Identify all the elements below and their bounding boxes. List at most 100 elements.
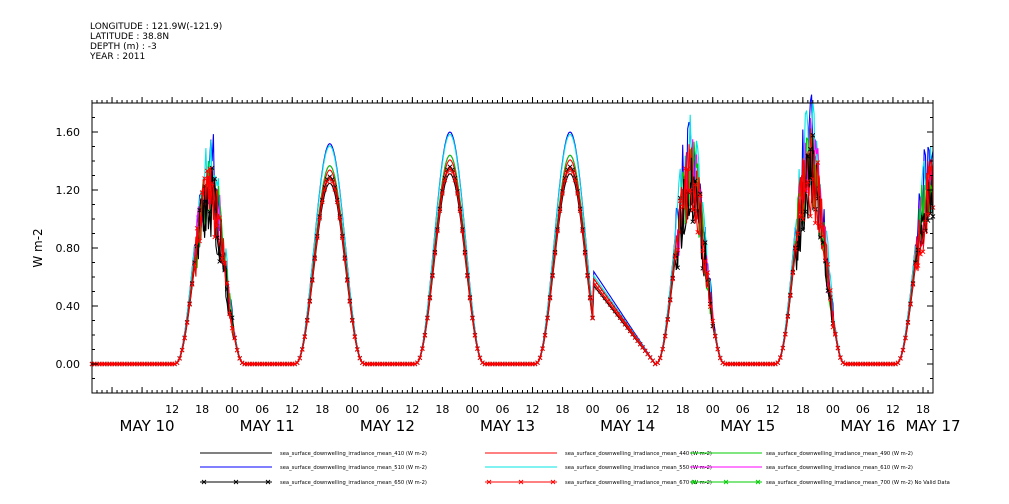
series-marker-670 xyxy=(692,182,698,187)
series-marker-650 xyxy=(808,146,813,152)
series-marker-670 xyxy=(339,235,345,241)
series-marker-650 xyxy=(197,207,202,213)
y-tick-label: 1.20 xyxy=(56,184,81,197)
series-marker-670 xyxy=(187,302,192,307)
series-marker-670 xyxy=(637,341,643,347)
series-marker-670 xyxy=(435,228,440,234)
series-marker-670 xyxy=(913,261,918,267)
series-marker-650 xyxy=(207,209,212,215)
series-marker-670 xyxy=(590,316,595,321)
series-marker-670 xyxy=(217,215,222,220)
series-marker-670 xyxy=(229,325,235,331)
y-tick-label: 0.40 xyxy=(56,300,81,313)
day-label: MAY 13 xyxy=(480,417,535,435)
x-tick-label: 18 xyxy=(556,403,570,416)
x-tick-label: 06 xyxy=(856,403,870,416)
series-marker-670 xyxy=(580,228,585,234)
series-marker-650 xyxy=(803,209,808,215)
legend-entry-label: sea_surface_downwelling_irradiance_mean_… xyxy=(766,451,913,457)
series-marker-650 xyxy=(690,219,696,225)
series-marker-670 xyxy=(467,295,473,301)
series-marker-670 xyxy=(555,228,560,234)
series-marker-670 xyxy=(304,318,310,323)
legend-entry-label: sea_surface_downwelling_irradiance_mean_… xyxy=(565,451,712,457)
series-marker-670 xyxy=(552,251,558,256)
series-marker-670 xyxy=(905,320,911,325)
day-label: MAY 16 xyxy=(840,417,895,435)
series-marker-670 xyxy=(537,355,543,361)
x-tick-label: 12 xyxy=(165,403,179,416)
series-marker-670 xyxy=(294,360,300,366)
series-marker-670 xyxy=(540,346,545,352)
series-marker-670 xyxy=(605,298,610,304)
x-tick-label: 06 xyxy=(616,403,630,416)
year-label: YEAR : 2011 xyxy=(90,52,146,62)
series-marker-670 xyxy=(199,190,205,195)
series-marker-670 xyxy=(777,355,783,360)
series-marker-670 xyxy=(595,285,600,291)
series-marker-670 xyxy=(672,254,678,260)
series-marker-670 xyxy=(430,273,435,279)
series-marker-670 xyxy=(535,360,540,366)
series-marker-670 xyxy=(665,317,671,323)
series-marker-670 xyxy=(475,346,480,352)
x-tick-label: 18 xyxy=(796,403,810,416)
series-marker-650 xyxy=(818,234,823,240)
series-marker-670 xyxy=(793,246,798,252)
series-marker-670 xyxy=(622,322,628,327)
legend-entry-label: sea_surface_downwelling_irradiance_mean_… xyxy=(280,451,427,457)
series-marker-670 xyxy=(307,299,313,304)
series-marker-670 xyxy=(915,263,921,268)
series-marker-670 xyxy=(450,169,455,175)
series-marker-670 xyxy=(314,235,320,241)
legend-entry-label: sea_surface_downwelling_irradiance_mean_… xyxy=(565,465,712,471)
series-marker-670 xyxy=(219,256,225,261)
day-label: MAY 10 xyxy=(120,417,175,435)
series-marker-670 xyxy=(788,293,793,299)
series-marker-670 xyxy=(572,177,578,183)
longitude-label: LONGITUDE : 121.9W(-121.9) xyxy=(90,22,223,32)
series-marker-670 xyxy=(697,193,703,198)
series-marker-670 xyxy=(647,355,653,360)
series-marker-670 xyxy=(177,356,182,361)
series-marker-670 xyxy=(620,318,625,324)
x-tick-label: 18 xyxy=(435,403,449,416)
series-marker-670 xyxy=(432,251,438,256)
y-tick-label: 1.60 xyxy=(56,126,81,139)
series-marker-670 xyxy=(562,177,568,183)
series-marker-670 xyxy=(627,328,633,334)
legend-marker xyxy=(691,479,697,485)
series-marker-670 xyxy=(420,346,425,352)
series-marker-670 xyxy=(297,355,303,361)
series-marker-670 xyxy=(309,278,315,283)
x-tick-label: 12 xyxy=(405,403,419,416)
series-marker-670 xyxy=(172,361,177,367)
series-marker-670 xyxy=(344,278,350,283)
series-marker-670 xyxy=(657,355,663,361)
series-marker-670 xyxy=(224,280,230,286)
series-marker-670 xyxy=(828,288,833,293)
series-marker-670 xyxy=(597,288,603,294)
series-marker-670 xyxy=(840,360,846,366)
series-marker-670 xyxy=(720,360,726,366)
series-marker-670 xyxy=(214,223,220,229)
series-marker-670 xyxy=(818,222,823,228)
series-marker-650 xyxy=(810,132,816,138)
series-marker-670 xyxy=(427,295,433,301)
series-marker-670 xyxy=(667,297,673,303)
x-tick-label: 18 xyxy=(315,403,329,416)
series-marker-650 xyxy=(680,230,686,235)
series-layer xyxy=(89,94,936,367)
series-marker-650 xyxy=(920,217,926,223)
series-marker-670 xyxy=(700,248,706,254)
series-marker-670 xyxy=(645,351,650,357)
series-marker-670 xyxy=(457,208,463,213)
series-marker-670 xyxy=(910,282,916,287)
series-marker-670 xyxy=(532,361,538,367)
day-label: MAY 17 xyxy=(905,417,960,435)
x-tick-label: 00 xyxy=(586,403,600,416)
series-marker-670 xyxy=(825,261,831,267)
legend-entry-label: sea_surface_downwelling_irradiance_mean_… xyxy=(766,480,950,486)
series-marker-670 xyxy=(329,179,335,184)
series-marker-650 xyxy=(675,265,681,271)
